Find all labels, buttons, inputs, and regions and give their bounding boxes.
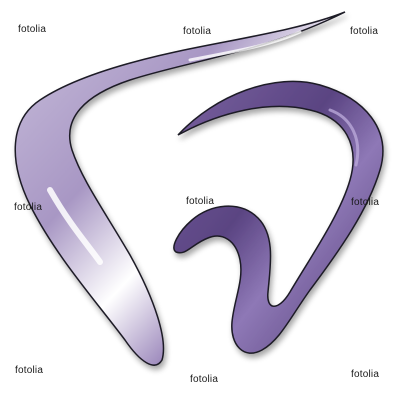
watermark-text: fotolia <box>183 26 212 37</box>
watermark-text: fotolia <box>350 26 379 37</box>
arc-highlight <box>188 30 302 62</box>
left-highlight <box>47 187 103 265</box>
watermark-text: fotolia <box>18 24 47 35</box>
watermark-text: fotolia <box>15 365 44 376</box>
watermark-text: fotolia <box>186 196 215 207</box>
tooth-right-stroke <box>173 80 384 354</box>
tooth-left-stroke <box>14 11 346 366</box>
watermark-text: fotolia <box>190 374 219 385</box>
watermark-text: fotolia <box>14 202 43 213</box>
watermark-text: fotolia <box>351 369 380 380</box>
watermark-text: fotolia <box>351 197 380 208</box>
right-highlight <box>328 108 360 167</box>
